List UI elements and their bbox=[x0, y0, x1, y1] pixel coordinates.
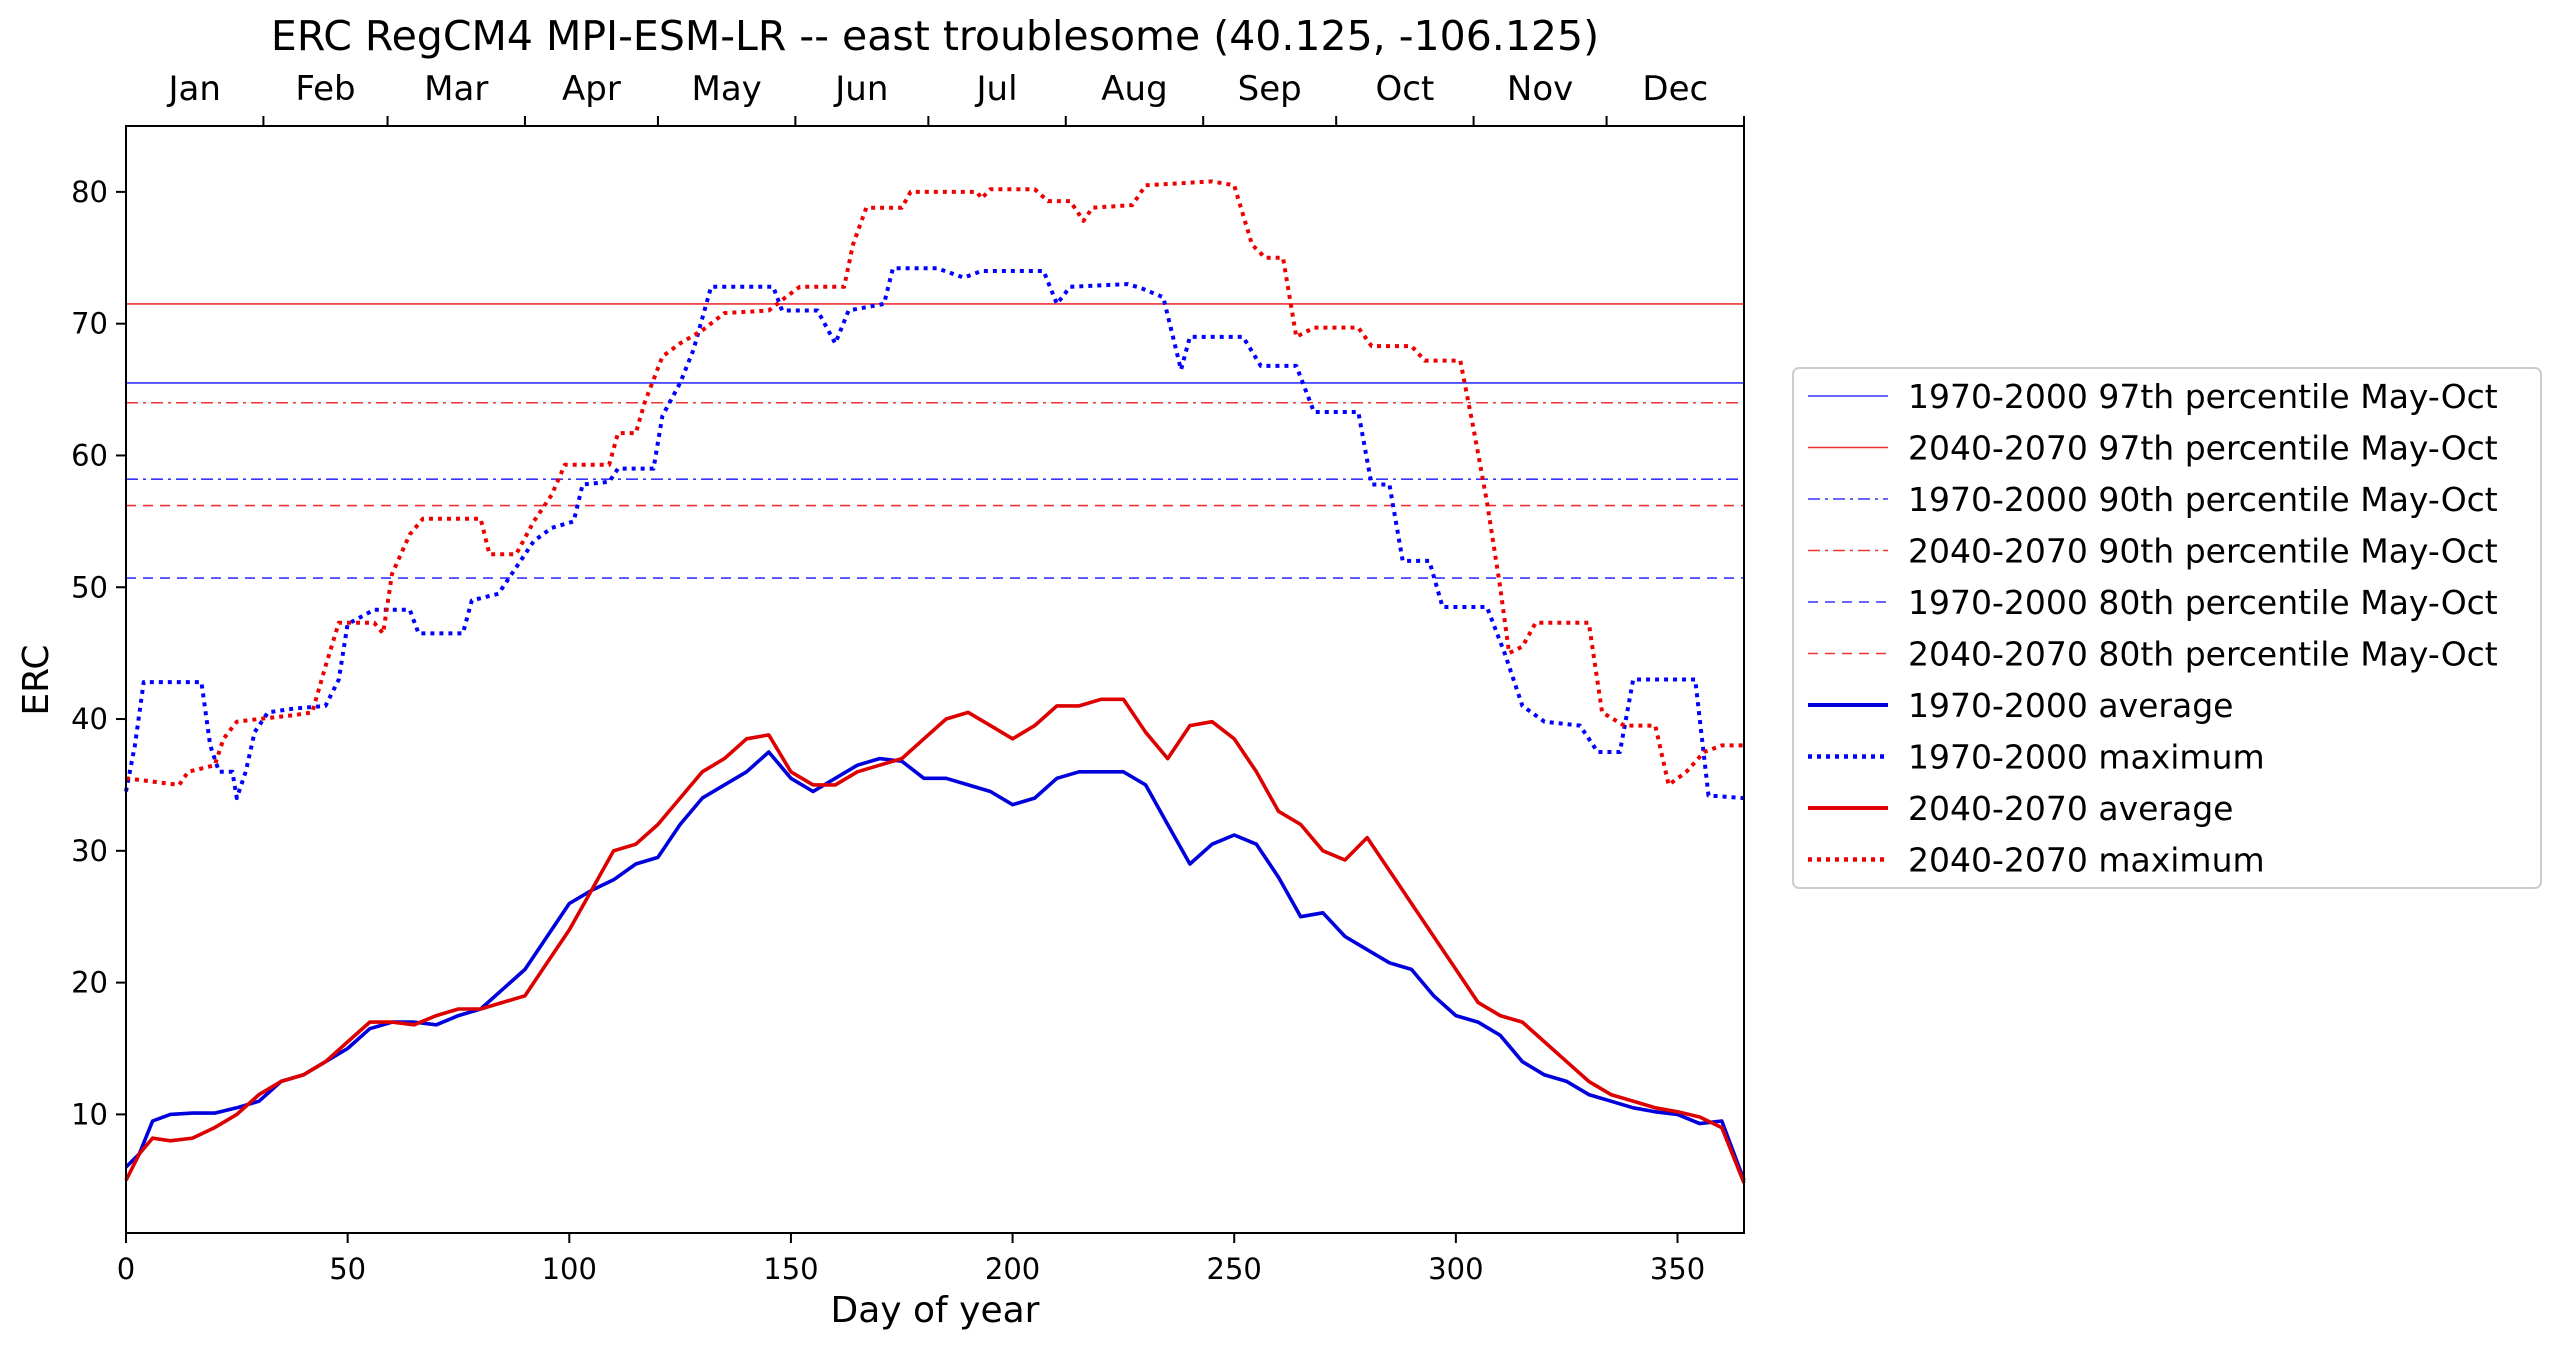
y-tick-label: 50 bbox=[71, 570, 108, 604]
month-label: Sep bbox=[1238, 69, 1302, 109]
tick-layer: 0 50 100 150 200 250 300 350 10 20 30 40 50 60 70 80 Jan… bbox=[71, 69, 1745, 1286]
month-label: Dec bbox=[1642, 69, 1708, 109]
y-tick-label: 20 bbox=[71, 966, 108, 1000]
series-layer bbox=[124, 179, 1746, 1184]
y-tick-label: 60 bbox=[71, 438, 108, 472]
x-tick-label: 300 bbox=[1428, 1252, 1483, 1286]
x-tick-label: 250 bbox=[1207, 1252, 1262, 1286]
month-label: May bbox=[692, 69, 762, 109]
series-line-2 bbox=[124, 697, 1746, 1184]
legend-label: 2040-2070 97th percentile May-Oct bbox=[1908, 429, 2498, 468]
reference-lines-layer bbox=[126, 303, 1744, 579]
legend-label: 2040-2070 80th percentile May-Oct bbox=[1908, 635, 2498, 674]
month-label: Oct bbox=[1375, 69, 1434, 109]
legend: 1970-2000 97th percentile May-Oct 2040-20… bbox=[1792, 367, 2542, 889]
y-axis-label: ERC bbox=[16, 644, 57, 715]
series-line-3 bbox=[125, 179, 1744, 787]
legend-items: 1970-2000 97th percentile May-Oct 2040-20… bbox=[1808, 377, 2498, 880]
legend-label: 2040-2070 maximum bbox=[1908, 841, 2265, 880]
legend-label: 2040-2070 average bbox=[1908, 789, 2233, 828]
legend-label: 2040-2070 90th percentile May-Oct bbox=[1908, 532, 2498, 571]
legend-label: 1970-2000 average bbox=[1908, 686, 2233, 725]
legend-label: 1970-2000 maximum bbox=[1908, 738, 2265, 777]
x-tick-label: 200 bbox=[985, 1252, 1040, 1286]
y-tick-label: 40 bbox=[71, 702, 108, 736]
month-label: Aug bbox=[1101, 69, 1167, 109]
series-line-0 bbox=[124, 750, 1746, 1181]
y-tick-label: 10 bbox=[71, 1097, 108, 1131]
month-label: Jul bbox=[975, 69, 1018, 109]
y-tick-label: 70 bbox=[71, 307, 108, 341]
plot-frame bbox=[125, 125, 1745, 1234]
legend-label: 1970-2000 97th percentile May-Oct bbox=[1908, 377, 2498, 416]
x-tick-label: 50 bbox=[329, 1252, 366, 1286]
x-tick-label: 350 bbox=[1650, 1252, 1705, 1286]
chart-title: ERC RegCM4 MPI-ESM-LR -- east troublesom… bbox=[271, 12, 1599, 60]
month-label: Jun bbox=[833, 69, 888, 109]
legend-label: 1970-2000 80th percentile May-Oct bbox=[1908, 583, 2498, 622]
x-tick-label: 0 bbox=[117, 1252, 135, 1286]
month-label: Feb bbox=[295, 69, 355, 109]
series-line-1 bbox=[124, 266, 1745, 801]
x-axis-label: Day of year bbox=[831, 1290, 1040, 1331]
legend-frame bbox=[1792, 367, 2542, 889]
x-tick-label: 100 bbox=[542, 1252, 597, 1286]
month-label: Jan bbox=[166, 69, 220, 109]
month-label: Nov bbox=[1507, 69, 1573, 109]
month-label: Mar bbox=[424, 69, 488, 109]
x-tick-label: 150 bbox=[763, 1252, 818, 1286]
y-tick-label: 80 bbox=[71, 175, 108, 209]
y-tick-label: 30 bbox=[71, 834, 108, 868]
month-label: Apr bbox=[562, 69, 621, 109]
legend-label: 1970-2000 90th percentile May-Oct bbox=[1908, 480, 2498, 519]
